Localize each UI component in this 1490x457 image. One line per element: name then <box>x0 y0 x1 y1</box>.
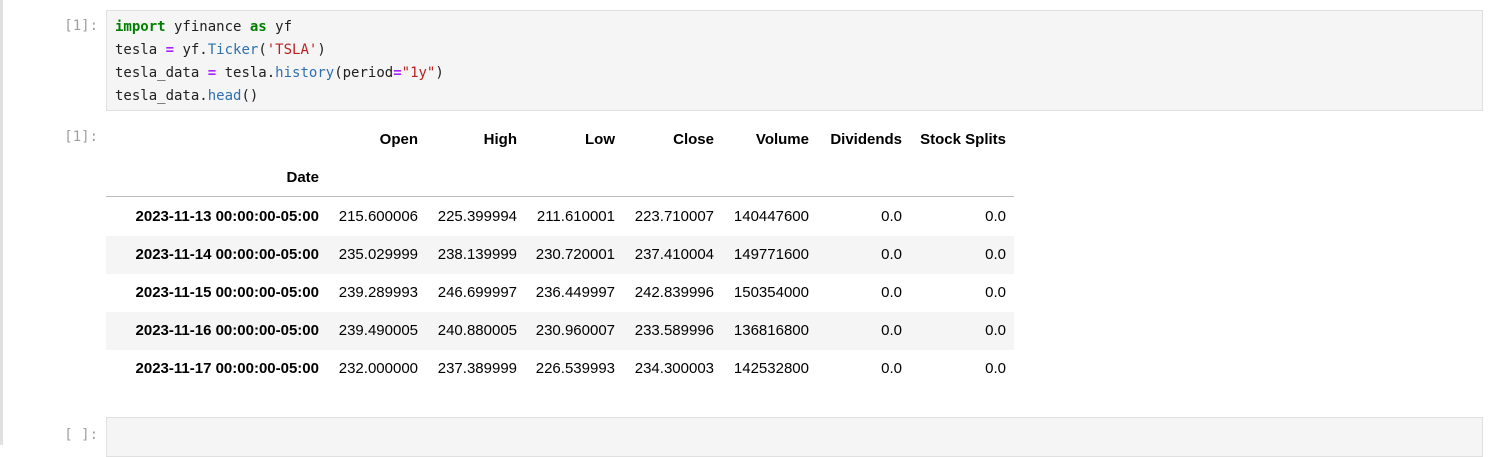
row-index-date: 2023-11-17 00:00:00-05:00 <box>135 360 319 377</box>
table-header-row: Open High Low Close Volume Dividends Sto… <box>106 121 1014 159</box>
cell-open: 239.490005 <box>338 322 418 339</box>
table-row: 2023-11-13 00:00:00-05:00 215.600006 225… <box>106 198 1014 236</box>
cell-volume: 149771600 <box>733 246 809 263</box>
column-header-low: Low <box>585 131 615 148</box>
cell-stock-splits: 0.0 <box>985 284 1006 301</box>
column-header-dividends: Dividends <box>830 131 902 148</box>
cell-open: 239.289993 <box>338 284 418 301</box>
cell-high: 246.699997 <box>437 284 517 301</box>
column-header-stock-splits: Stock Splits <box>920 131 1006 148</box>
code-line-3: tesla_data = tesla.history(period="1y") <box>115 65 444 81</box>
code-line-2: tesla = yf.Ticker('TSLA') <box>115 42 326 58</box>
cell-high: 238.139999 <box>437 246 517 263</box>
column-header-volume: Volume <box>755 131 809 148</box>
code-cell-prompt: [1]: <box>64 18 98 34</box>
cell-open: 215.600006 <box>338 208 418 225</box>
cell-low: 230.720001 <box>535 246 615 263</box>
cell-stock-splits: 0.0 <box>985 322 1006 339</box>
cell-high: 225.399994 <box>437 208 517 225</box>
cell-dividends: 0.0 <box>881 208 902 225</box>
row-index-date: 2023-11-15 00:00:00-05:00 <box>135 284 319 301</box>
cell-close: 234.300003 <box>634 360 714 377</box>
column-header-open: Open <box>379 131 418 148</box>
output-cell-prompt: [1]: <box>64 129 98 145</box>
column-header-close: Close <box>673 131 714 148</box>
header-divider <box>106 196 1014 197</box>
table-row: 2023-11-15 00:00:00-05:00 239.289993 246… <box>106 274 1014 312</box>
cell-open: 235.029999 <box>338 246 418 263</box>
cell-close: 233.589996 <box>634 322 714 339</box>
cell-dividends: 0.0 <box>881 246 902 263</box>
index-header-date: Date <box>286 169 319 186</box>
cell-stock-splits: 0.0 <box>985 208 1006 225</box>
cell-low: 211.610001 <box>536 208 615 225</box>
cell-stock-splits: 0.0 <box>985 360 1006 377</box>
cell-dividends: 0.0 <box>881 284 902 301</box>
cell-volume: 136816800 <box>733 322 809 339</box>
row-index-date: 2023-11-14 00:00:00-05:00 <box>135 246 319 263</box>
cell-low: 236.449997 <box>535 284 615 301</box>
cell-stock-splits: 0.0 <box>985 246 1006 263</box>
table-row: 2023-11-16 00:00:00-05:00 239.490005 240… <box>106 312 1014 350</box>
notebook-left-border <box>0 0 3 445</box>
table-row: 2023-11-14 00:00:00-05:00 235.029999 238… <box>106 236 1014 274</box>
table-index-header-row: Date <box>106 159 1014 197</box>
cell-high: 240.880005 <box>437 322 517 339</box>
empty-code-cell-input[interactable] <box>106 417 1483 457</box>
table-row: 2023-11-17 00:00:00-05:00 232.000000 237… <box>106 350 1014 388</box>
row-index-date: 2023-11-13 00:00:00-05:00 <box>135 208 319 225</box>
cell-close: 242.839996 <box>634 284 714 301</box>
cell-dividends: 0.0 <box>881 360 902 377</box>
cell-open: 232.000000 <box>338 360 418 377</box>
cell-volume: 142532800 <box>733 360 809 377</box>
cell-close: 223.710007 <box>634 208 714 225</box>
code-line-1: import yfinance as yf <box>115 19 293 35</box>
column-header-high: High <box>483 131 517 148</box>
code-line-4: tesla_data.head() <box>115 88 259 104</box>
cell-volume: 140447600 <box>733 208 809 225</box>
empty-cell-prompt: [ ]: <box>64 427 98 443</box>
cell-close: 237.410004 <box>634 246 714 263</box>
cell-high: 237.389999 <box>437 360 517 377</box>
row-index-date: 2023-11-16 00:00:00-05:00 <box>135 322 319 339</box>
cell-low: 226.539993 <box>535 360 615 377</box>
cell-dividends: 0.0 <box>881 322 902 339</box>
cell-low: 230.960007 <box>535 322 615 339</box>
cell-volume: 150354000 <box>733 284 809 301</box>
code-cell-input[interactable]: import yfinance as yf tesla = yf.Ticker(… <box>106 10 1483 111</box>
